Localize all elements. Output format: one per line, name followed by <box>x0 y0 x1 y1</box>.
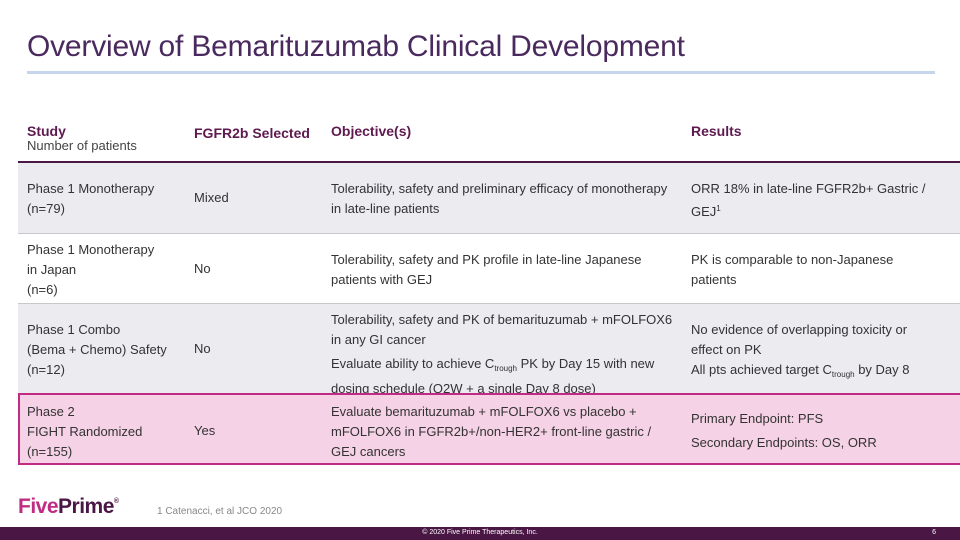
row2-objective: Tolerability, safety and PK profile in l… <box>331 252 642 287</box>
table-row: Phase 1 Monotherapy (n=79) Mixed Tolerab… <box>18 163 960 233</box>
row3-objective: Tolerability, safety and PK of bemarituz… <box>331 312 673 396</box>
title-underline <box>27 71 935 74</box>
row-divider <box>18 303 960 304</box>
row1-result: ORR 18% in late-line FGFR2b+ Gastric / G… <box>691 181 926 219</box>
row4-fgfr2b: Yes <box>194 423 216 438</box>
row1-fgfr2b: Mixed <box>194 190 229 205</box>
table-row: Phase 1 Combo (Bema + Chemo) Safety (n=1… <box>18 304 960 396</box>
row2-result: PK is comparable to non-Japanese patient… <box>691 252 894 287</box>
slide-title: Overview of Bemarituzumab Clinical Devel… <box>27 30 685 63</box>
row1-objective: Tolerability, safety and preliminary eff… <box>331 181 668 216</box>
row4-result: Primary Endpoint: PFS Secondary Endpoint… <box>691 411 877 450</box>
table-row-highlighted: Phase 2 FIGHT Randomized (n=155) Yes Eva… <box>18 393 960 465</box>
footnote: 1 Catenacci, et al JCO 2020 <box>157 506 283 517</box>
footnote-ref: 1 <box>716 204 721 213</box>
header-study: Study <box>27 123 66 139</box>
row3-result: No evidence of overlapping toxicity or e… <box>691 322 910 379</box>
footer-copyright: © 2020 Five Prime Therapeutics, Inc. <box>422 529 538 536</box>
row-divider <box>18 233 960 234</box>
header-objectives: Objective(s) <box>331 123 412 139</box>
page-number: 6 <box>932 529 936 536</box>
header-results: Results <box>691 123 742 139</box>
row1-study: Phase 1 Monotherapy (n=79) <box>27 181 155 216</box>
row2-study: Phase 1 Monotherapy in Japan (n=6) <box>27 242 155 297</box>
row3-study: Phase 1 Combo (Bema + Chemo) Safety (n=1… <box>27 322 167 377</box>
header-study-sub: Number of patients <box>27 138 137 153</box>
table-row: Phase 1 Monotherapy in Japan (n=6) No To… <box>18 234 960 303</box>
header-divider <box>18 161 960 163</box>
row4-objective: Evaluate bemarituzumab + mFOLFOX6 vs pla… <box>331 404 652 459</box>
footer-bar <box>0 527 960 540</box>
row2-fgfr2b: No <box>194 261 211 276</box>
row4-study: Phase 2 FIGHT Randomized (n=155) <box>27 404 143 459</box>
header-fgfr2b: FGFR2b Selected <box>194 125 310 141</box>
row3-fgfr2b: No <box>194 341 211 356</box>
